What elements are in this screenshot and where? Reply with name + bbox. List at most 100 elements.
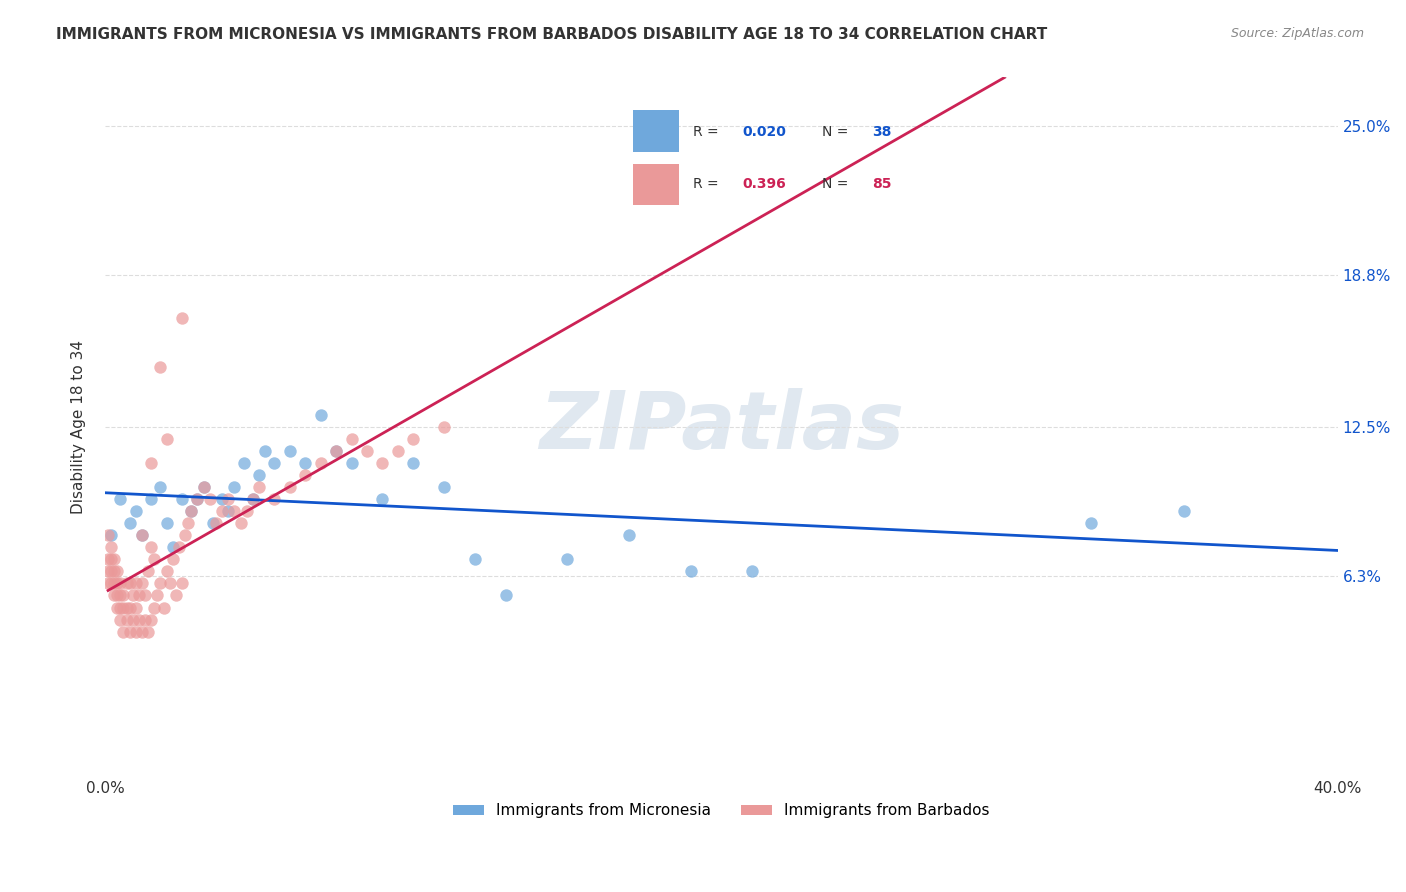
Point [263,492,285,507]
Point [224,480,246,494]
Point [103,576,125,591]
Point [131,624,153,639]
Point [110,600,132,615]
Point [156,516,179,531]
Point [617,528,640,542]
Point [105,589,128,603]
Point [741,565,763,579]
Point [402,432,425,446]
Point [170,576,193,591]
Point [165,589,187,603]
Point [131,528,153,542]
Point [110,589,132,603]
Point [156,432,179,446]
Point [112,600,135,615]
Point [118,516,141,531]
Point [143,552,166,566]
Point [152,600,174,615]
Point [118,624,141,639]
Point [141,492,163,507]
Point [193,480,215,494]
Point [141,541,163,555]
Point [149,480,172,494]
Point [201,516,224,531]
Point [134,589,156,603]
Point [1173,504,1195,518]
Point [174,528,197,542]
Text: ZIPatlas: ZIPatlas [538,388,904,466]
Point [229,516,252,531]
Point [159,576,181,591]
Point [125,504,148,518]
Point [162,541,184,555]
Point [340,456,363,470]
Point [97,528,120,542]
Point [555,552,578,566]
Point [115,600,138,615]
Point [115,576,138,591]
Point [211,492,233,507]
Point [156,565,179,579]
Point [224,504,246,518]
Point [186,492,208,507]
Point [97,576,120,591]
Point [254,443,277,458]
Point [247,468,270,483]
Point [149,576,172,591]
Point [309,408,332,422]
Point [125,576,148,591]
Point [198,492,221,507]
Point [103,552,125,566]
Point [371,492,394,507]
Point [128,589,150,603]
Point [131,528,153,542]
Point [217,504,239,518]
Point [110,613,132,627]
Point [100,552,122,566]
Point [112,624,135,639]
Point [162,552,184,566]
Point [211,504,233,518]
Point [232,456,254,470]
Point [205,516,228,531]
Point [263,456,285,470]
Point [103,589,125,603]
Text: Source: ZipAtlas.com: Source: ZipAtlas.com [1230,27,1364,40]
Point [146,589,169,603]
Point [170,311,193,326]
Point [143,600,166,615]
Point [294,468,316,483]
Point [103,565,125,579]
Point [309,456,332,470]
Point [131,576,153,591]
Point [247,480,270,494]
Point [128,613,150,627]
Point [105,576,128,591]
Point [112,589,135,603]
Point [118,576,141,591]
Point [100,541,122,555]
Point [186,492,208,507]
Point [167,541,190,555]
Point [141,456,163,470]
Point [105,565,128,579]
Point [110,576,132,591]
Point [387,443,409,458]
Point [100,528,122,542]
Point [134,613,156,627]
Point [180,504,202,518]
Point [1080,516,1102,531]
Point [325,443,347,458]
Point [149,359,172,374]
Point [356,443,378,458]
Point [278,480,301,494]
Point [105,600,128,615]
Point [141,613,163,627]
Text: IMMIGRANTS FROM MICRONESIA VS IMMIGRANTS FROM BARBADOS DISABILITY AGE 18 TO 34 C: IMMIGRANTS FROM MICRONESIA VS IMMIGRANTS… [56,27,1047,42]
Point [170,492,193,507]
Point [115,613,138,627]
Point [464,552,486,566]
Point [340,432,363,446]
Point [193,480,215,494]
Point [100,576,122,591]
